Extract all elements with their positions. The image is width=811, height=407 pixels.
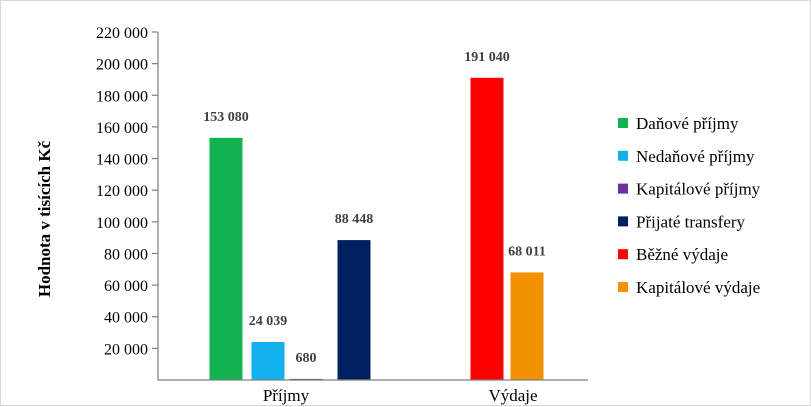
legend-item: Kapitálové výdaje <box>618 278 760 297</box>
legend-item: Přijaté transfery <box>618 212 746 231</box>
y-tick-label: 180 000 <box>96 88 148 105</box>
x-category-label: Výdaje <box>488 386 537 405</box>
legend-swatch <box>618 118 628 128</box>
legend-label: Běžné výdaje <box>636 245 728 264</box>
data-label: 24 039 <box>249 314 288 329</box>
data-label: 153 080 <box>203 110 249 125</box>
legend-label: Nedaňové příjmy <box>636 147 755 166</box>
data-label: 68 011 <box>508 244 546 259</box>
bar <box>251 341 285 380</box>
y-tick-label: 80 000 <box>104 246 148 263</box>
legend-swatch <box>618 249 628 260</box>
y-axis-title: Hodnota v tisících Kč <box>35 140 54 297</box>
bars <box>209 77 544 381</box>
legend-label: Přijaté transfery <box>636 212 746 231</box>
legend-item: Běžné výdaje <box>618 245 728 264</box>
legend-swatch <box>618 150 628 161</box>
y-tick-label: 20 000 <box>104 341 148 358</box>
y-tick-label: 220 000 <box>96 25 148 42</box>
legend-item: Nedaňové příjmy <box>618 147 755 166</box>
y-axis-ticks: 20 000 40 000 60 000 80 000 100 000 120 000 14… <box>96 25 158 358</box>
legend: Daňové příjmy Nedaňové příjmy Kapitálové p… <box>618 114 761 297</box>
y-tick-label: 60 000 <box>104 278 148 295</box>
y-tick-label: 200 000 <box>96 57 148 74</box>
bar <box>337 240 371 380</box>
legend-label: Daňové příjmy <box>636 114 739 133</box>
y-tick-label: 120 000 <box>96 183 148 200</box>
y-tick-label: 100 000 <box>96 215 148 232</box>
legend-item: Kapitálové příjmy <box>618 180 761 199</box>
legend-label: Kapitálové výdaje <box>636 278 760 297</box>
bar <box>470 77 504 381</box>
bar <box>510 272 544 380</box>
data-labels: 153 080 24 039 680 88 448 191 040 68 011 <box>203 50 546 366</box>
y-tick-label: 160 000 <box>96 120 148 137</box>
legend-swatch <box>618 216 628 227</box>
x-category-label: Příjmy <box>263 386 310 405</box>
data-label: 88 448 <box>335 212 374 227</box>
legend-swatch <box>618 282 628 292</box>
bar <box>209 137 243 380</box>
data-label: 191 040 <box>464 50 510 65</box>
legend-swatch <box>618 183 628 194</box>
legend-label: Kapitálové příjmy <box>636 180 761 199</box>
y-tick-label: 140 000 <box>96 152 148 169</box>
x-axis-categories: Příjmy Výdaje <box>263 386 538 405</box>
legend-item: Daňové příjmy <box>618 114 739 133</box>
y-tick-label: 40 000 <box>104 310 148 327</box>
data-label: 680 <box>296 351 317 366</box>
